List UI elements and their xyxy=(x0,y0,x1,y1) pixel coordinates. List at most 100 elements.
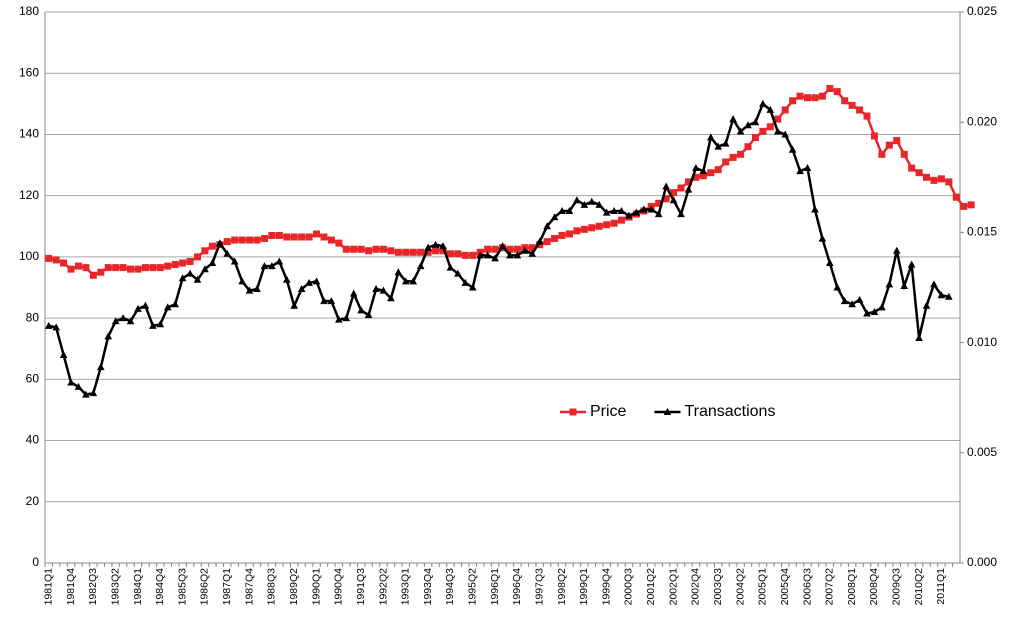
marker xyxy=(602,208,611,216)
marker xyxy=(707,169,715,177)
marker xyxy=(960,202,968,210)
marker xyxy=(238,277,246,285)
marker xyxy=(952,193,960,201)
marker xyxy=(878,303,886,311)
marker xyxy=(60,259,68,267)
marker xyxy=(766,123,774,131)
marker xyxy=(327,236,335,244)
marker xyxy=(290,301,299,309)
marker xyxy=(342,245,350,253)
marker xyxy=(216,239,224,247)
marker xyxy=(431,240,440,248)
x-tick-label: 2001Q2 xyxy=(645,568,657,606)
marker xyxy=(870,132,878,140)
marker xyxy=(409,277,418,285)
marker xyxy=(298,233,306,241)
marker xyxy=(967,201,975,209)
marker xyxy=(521,246,529,254)
marker xyxy=(208,259,217,267)
marker xyxy=(610,207,618,215)
marker xyxy=(335,315,343,323)
x-tick-label: 2003Q3 xyxy=(712,568,724,606)
marker xyxy=(149,264,157,272)
marker xyxy=(513,245,521,253)
marker xyxy=(930,176,938,184)
marker xyxy=(357,245,365,253)
x-tick-label: 1993Q1 xyxy=(400,568,412,606)
marker xyxy=(59,350,68,358)
marker xyxy=(922,301,931,309)
marker xyxy=(468,283,477,291)
marker xyxy=(863,309,871,317)
y-tick-label: 20 xyxy=(26,494,40,508)
marker xyxy=(670,189,678,197)
marker xyxy=(558,207,566,215)
marker xyxy=(923,173,931,181)
x-tick-label: 1998Q2 xyxy=(556,568,568,606)
marker xyxy=(379,245,387,253)
x-tick-label: 1981Q4 xyxy=(65,568,77,606)
y2-tick-label: 0.000 xyxy=(967,555,997,569)
marker xyxy=(402,248,410,256)
marker xyxy=(305,233,313,241)
marker xyxy=(164,262,172,270)
x-tick-label: 2004Q2 xyxy=(734,568,746,606)
marker xyxy=(401,277,410,285)
y-tick-label: 120 xyxy=(19,188,39,202)
marker xyxy=(744,121,752,129)
marker xyxy=(491,254,499,262)
marker xyxy=(848,101,856,109)
marker xyxy=(454,250,462,258)
marker xyxy=(156,320,165,328)
marker xyxy=(89,389,98,397)
marker xyxy=(476,251,484,259)
marker xyxy=(119,314,127,322)
marker xyxy=(231,236,239,244)
marker xyxy=(156,264,164,272)
marker xyxy=(417,248,425,256)
x-tick-label: 2005Q1 xyxy=(757,568,769,606)
x-tick-label: 1996Q1 xyxy=(489,568,501,606)
x-tick-label: 1983Q2 xyxy=(109,568,121,606)
marker xyxy=(394,248,402,256)
marker xyxy=(588,224,596,232)
marker xyxy=(127,265,135,273)
x-tick-label: 2005Q4 xyxy=(779,568,791,606)
x-tick-label: 2006Q3 xyxy=(801,568,813,606)
marker xyxy=(364,311,373,319)
marker xyxy=(461,251,469,259)
marker xyxy=(692,173,700,181)
marker xyxy=(833,88,841,96)
marker xyxy=(74,262,82,270)
marker xyxy=(268,231,276,239)
y-tick-label: 180 xyxy=(19,4,39,18)
x-tick-label: 1991Q3 xyxy=(355,568,367,606)
marker xyxy=(863,112,871,120)
marker xyxy=(945,178,953,186)
x-tick-label: 1987Q1 xyxy=(221,568,233,606)
marker xyxy=(268,262,276,270)
marker xyxy=(551,235,559,243)
marker xyxy=(104,332,113,340)
y2-tick-label: 0.015 xyxy=(967,225,997,239)
marker xyxy=(469,251,477,259)
marker xyxy=(416,262,425,270)
x-tick-label: 1996Q4 xyxy=(511,568,523,606)
marker xyxy=(788,145,797,153)
x-tick-label: 1987Q4 xyxy=(243,568,255,606)
marker xyxy=(945,292,953,300)
marker xyxy=(617,207,626,215)
marker xyxy=(654,210,663,218)
marker xyxy=(186,269,194,277)
marker xyxy=(565,230,573,238)
marker xyxy=(67,265,75,273)
marker xyxy=(163,303,172,311)
marker xyxy=(201,247,209,255)
marker xyxy=(573,227,581,235)
marker xyxy=(313,230,321,238)
marker xyxy=(647,205,656,213)
marker xyxy=(498,242,507,250)
marker xyxy=(885,141,893,149)
marker xyxy=(751,118,760,126)
marker xyxy=(811,205,819,213)
